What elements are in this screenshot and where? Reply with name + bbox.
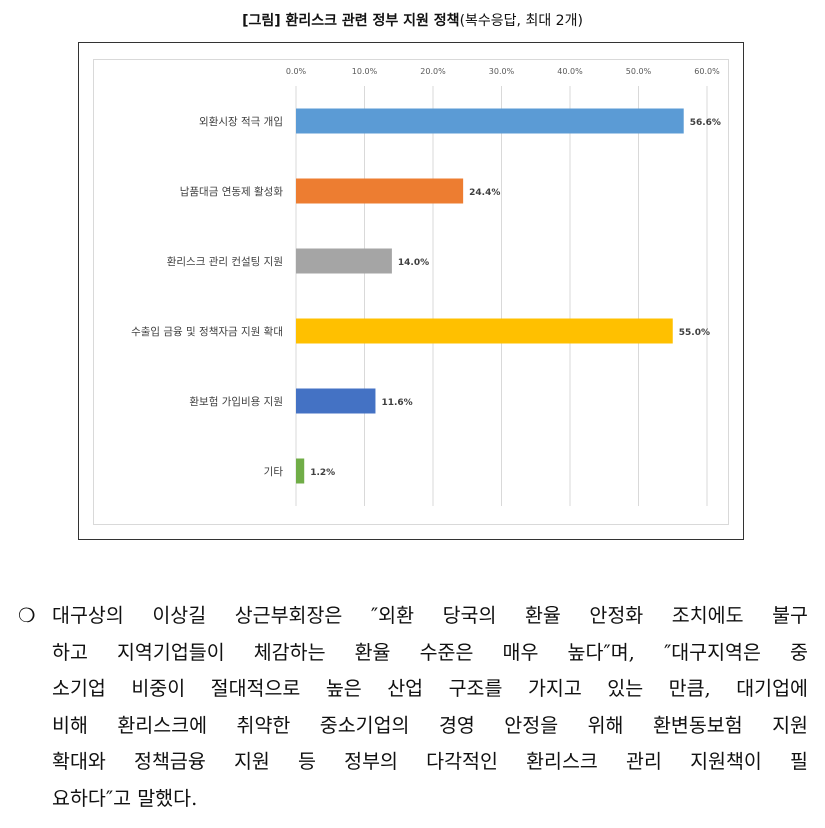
x-tick-label: 10.0% xyxy=(352,67,378,76)
bullet-circle-icon: ❍ xyxy=(18,604,36,627)
bar xyxy=(296,248,392,274)
data-label: 14.0% xyxy=(398,258,429,268)
x-tick-label: 40.0% xyxy=(557,67,583,76)
paragraph-line: 비해 환리스크에 취약한 중소기업의 경영 안정을 위해 환변동보험 지원 xyxy=(52,713,808,737)
data-label: 24.4% xyxy=(469,188,500,198)
figure-frame: 0.0% 10.0% 20.0% 30.0% 40.0% 50.0% 60.0% 외환시장 적… xyxy=(78,42,744,540)
figure-title-main: [그림] 환리스크 관련 정부 지원 정책 xyxy=(242,13,460,29)
x-tick-label: 0.0% xyxy=(286,67,307,76)
bar-chart: 0.0% 10.0% 20.0% 30.0% 40.0% 50.0% 60.0% 외환시장 적… xyxy=(131,67,721,506)
paragraph-line: 대구상의 이상길 상근부회장은 ″외환 당국의 환율 안정화 조치에도 불구 xyxy=(52,604,808,627)
figure-title-note: (복수응답, 최대 2개) xyxy=(459,13,583,29)
bar xyxy=(296,178,464,204)
paragraph-line: 요하다″고 말했다. xyxy=(52,786,198,810)
category-label: 외환시장 적극 개입 xyxy=(199,115,283,128)
category-label: 환보험 가입비용 지원 xyxy=(189,395,283,408)
body-paragraph: ❍ 대구상의 이상길 상근부회장은 ″외환 당국의 환율 안정화 조치에도 불구… xyxy=(18,598,808,817)
category-label: 기타 xyxy=(264,466,284,478)
x-tick-label: 60.0% xyxy=(694,67,720,76)
x-tick-label: 20.0% xyxy=(420,67,446,76)
bar xyxy=(296,318,673,344)
bar xyxy=(296,458,305,484)
x-tick-label: 30.0% xyxy=(489,67,515,76)
chart-area: 0.0% 10.0% 20.0% 30.0% 40.0% 50.0% 60.0% 외환시장 적… xyxy=(93,59,729,525)
category-label: 환리스크 관리 컨설팅 지원 xyxy=(167,256,283,268)
paragraph-line: 소기업 비중이 절대적으로 높은 산업 구조를 가지고 있는 만큼, 대기업에 xyxy=(52,677,808,700)
data-label: 1.2% xyxy=(310,468,335,478)
bar xyxy=(296,108,684,134)
data-label: 56.6% xyxy=(690,118,721,128)
category-label: 납품대금 연동제 활성화 xyxy=(180,185,284,198)
data-label: 55.0% xyxy=(679,328,710,338)
figure-title: [그림] 환리스크 관련 정부 지원 정책(복수응답, 최대 2개) xyxy=(0,10,825,30)
x-tick-label: 50.0% xyxy=(626,67,652,76)
paragraph-line: 확대와 정책금융 지원 등 정부의 다각적인 환리스크 관리 지원책이 필 xyxy=(52,750,808,773)
category-label: 수출입 금융 및 정책자금 지원 확대 xyxy=(131,325,283,338)
bar xyxy=(296,388,376,414)
paragraph-line: 하고 지역기업들이 체감하는 환율 수준은 매우 높다″며, ″대구지역은 중 xyxy=(52,640,808,664)
data-label: 11.6% xyxy=(381,398,412,408)
